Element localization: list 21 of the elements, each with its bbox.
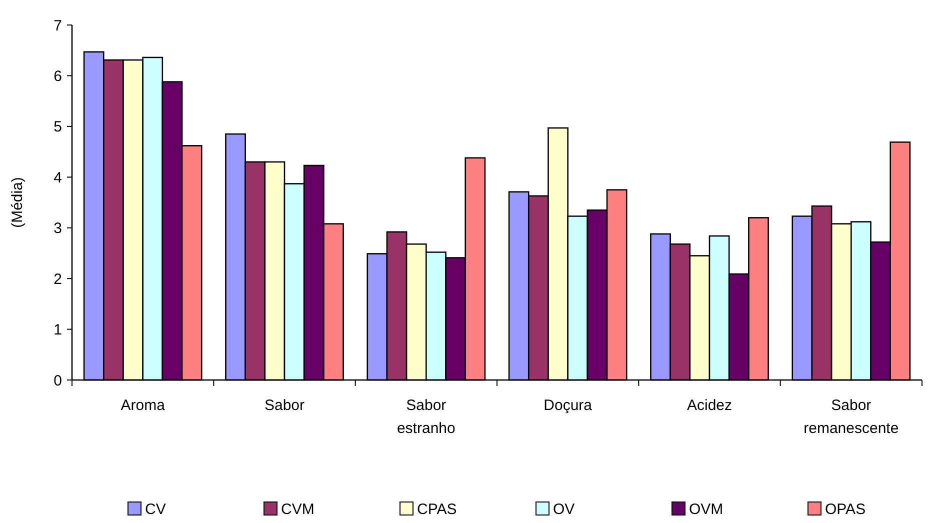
y-tick-label: 3 xyxy=(54,220,62,238)
legend-label: OV xyxy=(553,501,575,518)
legend-label: OPAS xyxy=(825,501,866,518)
y-tick-label: 2 xyxy=(54,270,62,288)
y-tick-label: 1 xyxy=(54,322,62,339)
x-tick-label: Sabor xyxy=(264,397,305,414)
legend-label: CVM xyxy=(281,501,314,518)
y-tick-label: 7 xyxy=(54,17,62,34)
x-tick-label: Sabor estranho xyxy=(396,397,456,437)
y-tick-label: 4 xyxy=(54,169,62,186)
legend-label: CV xyxy=(145,501,166,518)
y-tick-label: 5 xyxy=(54,118,62,136)
x-tick-label: Sabor remanescente xyxy=(804,397,899,437)
x-tick-label: Acidez xyxy=(686,397,732,414)
x-tick-label: Aroma xyxy=(120,397,166,414)
y-axis-title: (Média) xyxy=(9,177,26,228)
x-tick-label: Doçura xyxy=(544,397,593,414)
y-tick-label: 6 xyxy=(54,68,62,85)
legend-label: CPAS xyxy=(417,501,457,518)
legend-label: OVM xyxy=(689,501,724,518)
y-tick-label: 0 xyxy=(54,372,62,390)
